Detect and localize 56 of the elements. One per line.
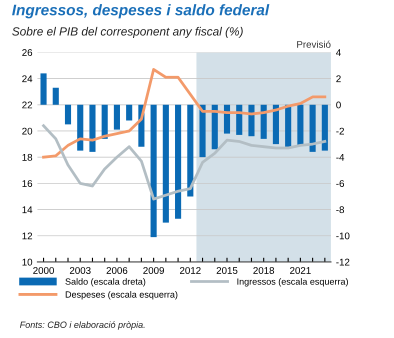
bar bbox=[260, 104, 267, 139]
bar bbox=[285, 104, 292, 147]
x-tick-label: 2009 bbox=[143, 267, 164, 274]
x-tick-label: 2015 bbox=[216, 267, 238, 274]
y-tick-label: 24 bbox=[22, 75, 32, 82]
bar bbox=[89, 104, 96, 152]
line-series bbox=[42, 68, 326, 159]
y2-tick-label: -8 bbox=[336, 206, 344, 214]
y-tick-label: 14 bbox=[22, 206, 32, 214]
bar bbox=[199, 104, 206, 158]
y-tick-label: 18 bbox=[22, 154, 32, 161]
y-tick-label: 10 bbox=[22, 258, 32, 266]
y2-tick-label: 2 bbox=[336, 75, 341, 82]
bar bbox=[236, 104, 242, 135]
line-series bbox=[42, 124, 326, 200]
x-tick-label: 2000 bbox=[33, 267, 54, 274]
bar bbox=[272, 104, 279, 144]
bar bbox=[150, 104, 157, 238]
chart-title: Ingressos, despeses i saldo federal bbox=[12, 4, 270, 18]
x-tick-label: 2006 bbox=[106, 267, 128, 274]
y2-tick-label: -10 bbox=[336, 232, 350, 240]
x-tick-label: 2018 bbox=[253, 267, 274, 274]
band-label: Previsió bbox=[297, 40, 331, 48]
y2-tick-label: -12 bbox=[336, 258, 350, 266]
bar bbox=[175, 104, 182, 219]
y-tick-label: 22 bbox=[22, 102, 32, 108]
bar bbox=[52, 88, 59, 105]
bar bbox=[77, 104, 84, 151]
bar bbox=[162, 104, 169, 223]
bar bbox=[310, 104, 316, 152]
bar bbox=[322, 104, 328, 151]
legend-label: Despeses (escala esquerra) bbox=[66, 291, 178, 300]
bar bbox=[297, 104, 304, 146]
legend-label: Saldo (escala dreta) bbox=[65, 278, 146, 287]
y2-tick-label: -6 bbox=[336, 180, 344, 187]
y-tick-label: 16 bbox=[22, 180, 32, 187]
y2-tick-label: -2 bbox=[336, 128, 344, 134]
chart-subtitle: Sobre el PIB del corresponent any fiscal (%) bbox=[12, 26, 243, 38]
y2-tick-label: -4 bbox=[336, 154, 344, 161]
y2-tick-label: 0 bbox=[336, 102, 341, 108]
y2-tick-label: 4 bbox=[336, 49, 341, 56]
text: Fonts: CBO i elaboració pròpia. bbox=[20, 321, 145, 330]
bar bbox=[114, 104, 120, 130]
bar bbox=[102, 104, 108, 139]
x-tick-label: 2012 bbox=[180, 267, 201, 274]
x-tick-label: 2003 bbox=[70, 267, 91, 274]
bar bbox=[187, 104, 194, 196]
y-tick-label: 26 bbox=[22, 49, 32, 56]
bar bbox=[126, 104, 132, 120]
bar bbox=[40, 73, 47, 105]
y-tick-label: 20 bbox=[22, 128, 32, 135]
bar bbox=[212, 104, 218, 150]
bar bbox=[64, 104, 72, 124]
y-tick-label: 12 bbox=[22, 232, 32, 240]
legend-label: Ingressos (escala esquerra) bbox=[237, 278, 348, 287]
x-tick-label: 2021 bbox=[290, 267, 311, 274]
